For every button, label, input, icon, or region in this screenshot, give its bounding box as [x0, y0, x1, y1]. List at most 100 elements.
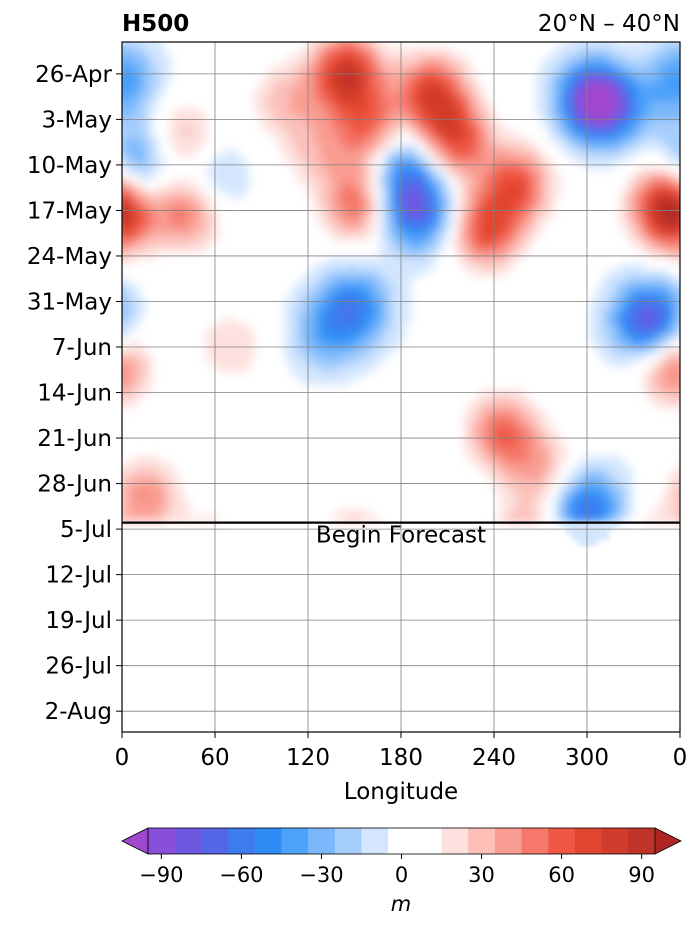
heat-cell — [308, 48, 315, 55]
heat-cell — [524, 462, 531, 469]
heat-cell — [554, 120, 561, 127]
heat-cell — [632, 318, 639, 325]
heat-cell — [362, 288, 369, 295]
heat-cell — [128, 222, 135, 229]
heat-cell — [656, 42, 663, 49]
heat-cell — [332, 300, 339, 307]
heat-cell — [152, 252, 159, 259]
heat-cell — [146, 468, 153, 475]
heat-cell — [182, 228, 189, 235]
heat-cell — [422, 66, 429, 73]
heat-cell — [656, 318, 663, 325]
heat-cell — [422, 210, 429, 217]
heat-cell — [404, 66, 411, 73]
heat-cell — [512, 396, 519, 403]
heat-cell — [404, 210, 411, 217]
heat-cell — [482, 216, 489, 223]
heat-cell — [284, 300, 291, 307]
heat-cell — [134, 360, 141, 367]
heat-cell — [416, 132, 423, 139]
heat-cell — [542, 426, 549, 433]
heat-cell — [296, 318, 303, 325]
heat-cell — [368, 168, 375, 175]
heat-cell — [242, 366, 249, 373]
heat-cell — [434, 84, 441, 91]
heat-cell — [308, 348, 315, 355]
heat-cell — [284, 66, 291, 73]
heat-cell — [134, 396, 141, 403]
heat-cell — [302, 78, 309, 85]
heat-cell — [656, 336, 663, 343]
heat-cell — [632, 102, 639, 109]
heat-cell — [158, 486, 165, 493]
heat-cell — [524, 192, 531, 199]
heat-cell — [602, 126, 609, 133]
heat-cell — [362, 42, 369, 49]
heat-cell — [356, 132, 363, 139]
heat-cell — [506, 228, 513, 235]
heat-cell — [518, 144, 525, 151]
heat-cell — [608, 270, 615, 277]
heat-cell — [668, 132, 675, 139]
colorbar-tick-label: −90 — [139, 863, 183, 887]
heat-cell — [524, 408, 531, 415]
heat-cell — [296, 354, 303, 361]
heat-cell — [602, 522, 609, 529]
heat-cell — [170, 126, 177, 133]
heat-cell — [530, 504, 537, 511]
heat-cell — [602, 144, 609, 151]
heat-cell — [248, 348, 255, 355]
heat-cell — [614, 144, 621, 151]
heat-cell — [512, 516, 519, 523]
heat-cell — [362, 516, 369, 523]
heat-cell — [440, 138, 447, 145]
heat-cell — [194, 144, 201, 151]
heat-cell — [140, 72, 147, 79]
heat-cell — [488, 126, 495, 133]
heat-cell — [524, 414, 531, 421]
heat-cell — [404, 270, 411, 277]
heat-cell — [128, 462, 135, 469]
heat-cell — [470, 456, 477, 463]
heat-cell — [140, 354, 147, 361]
heat-cell — [512, 144, 519, 151]
heat-cell — [644, 48, 651, 55]
heat-cell — [608, 510, 615, 517]
heat-cell — [560, 108, 567, 115]
heat-cell — [656, 216, 663, 223]
heat-cell — [608, 108, 615, 115]
heat-cell — [476, 90, 483, 97]
heat-cell — [146, 144, 153, 151]
heat-cell — [638, 354, 645, 361]
heat-cell — [140, 504, 147, 511]
heat-cell — [494, 402, 501, 409]
heat-cell — [416, 174, 423, 181]
heat-cell — [434, 192, 441, 199]
heat-cell — [668, 198, 675, 205]
heat-cell — [374, 132, 381, 139]
heat-cell — [362, 294, 369, 301]
heat-cell — [530, 462, 537, 469]
heat-cell — [386, 342, 393, 349]
heat-cell — [608, 300, 615, 307]
heat-cell — [176, 492, 183, 499]
heat-cell — [434, 120, 441, 127]
heat-cell — [608, 474, 615, 481]
heat-cell — [656, 384, 663, 391]
heat-cell — [374, 54, 381, 61]
heat-cell — [626, 84, 633, 91]
heat-cell — [608, 318, 615, 325]
heat-cell — [590, 318, 597, 325]
heat-cell — [608, 54, 615, 61]
heat-cell — [374, 78, 381, 85]
heat-cell — [320, 168, 327, 175]
heat-cell — [488, 264, 495, 271]
heat-cell — [632, 204, 639, 211]
heat-cell — [596, 510, 603, 517]
heat-cell — [608, 462, 615, 469]
heat-cell — [374, 282, 381, 289]
heat-cell — [602, 474, 609, 481]
heat-cell — [158, 60, 165, 67]
heat-cell — [308, 192, 315, 199]
heat-cell — [638, 168, 645, 175]
